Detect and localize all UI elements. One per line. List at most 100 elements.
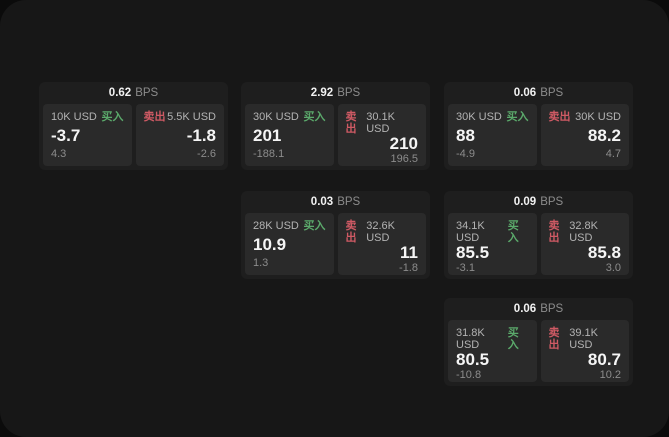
spread-header: 0.06 BPS (444, 82, 633, 104)
sell-amount: 32.6K USD (366, 220, 395, 244)
sell-price: 11 (400, 243, 418, 262)
sell-side-label: 卖出 (548, 111, 571, 123)
spread-unit-label: BPS (135, 87, 159, 99)
quote-panels: 30K USD 买入 88 -4.9 卖出 30K USD 88.2 4.7 (448, 104, 629, 166)
buy-delta: 4.3 (51, 148, 67, 160)
quote-panels: 31.8K USD 买入 80.5 -10.8 卖出 39.1K USD 80.… (448, 320, 629, 382)
buy-price: 80.5 (456, 350, 490, 369)
spread-unit-label: BPS (337, 87, 361, 99)
sell-label-row: 卖出 32.6K USD (346, 220, 419, 244)
sell-amount: 30K USD (575, 111, 621, 123)
spread-value: 0.06 (513, 87, 537, 99)
sell-price: -1.8 (186, 125, 216, 145)
spread-header: 0.06 BPS (444, 298, 633, 320)
buy-panel[interactable]: 30K USD 买入 88 -4.9 (448, 104, 537, 166)
sell-price: 210 (389, 134, 418, 153)
sell-side-label: 卖出 (548, 220, 560, 244)
buy-delta: -10.8 (456, 369, 482, 381)
sell-side-label: 卖出 (345, 111, 357, 135)
sell-label-row: 卖出 39.1K USD (549, 327, 622, 351)
spread-header: 0.03 BPS (241, 191, 430, 213)
sell-amount: 5.5K USD (167, 111, 216, 123)
sell-panel[interactable]: 卖出 32.6K USD 11 -1.8 (337, 213, 426, 275)
buy-price: -3.7 (51, 125, 81, 145)
sell-amount: 30.1K USD (366, 111, 395, 135)
buy-price: 88 (456, 125, 475, 145)
sell-label-row: 卖出 32.8K USD (549, 220, 622, 244)
spread-unit-label: BPS (540, 87, 564, 99)
buy-label-row: 30K USD 买入 (253, 111, 326, 123)
buy-label-row: 34.1K USD 买入 (456, 220, 529, 244)
sell-label-row: 卖出 30.1K USD (346, 111, 419, 135)
sell-panel[interactable]: 卖出 30K USD 88.2 4.7 (540, 104, 629, 166)
sell-delta: -2.6 (197, 148, 216, 160)
quote-panels: 10K USD 买入 -3.7 4.3 卖出 5.5K USD -1.8 -2.… (43, 104, 224, 166)
quote-panels: 28K USD 买入 10.9 1.3 卖出 32.6K USD 11 -1.8 (245, 213, 426, 275)
buy-panel[interactable]: 28K USD 买入 10.9 1.3 (245, 213, 334, 275)
spread-value: 0.03 (310, 196, 334, 208)
buy-side-label: 买入 (507, 220, 519, 244)
buy-price: 85.5 (456, 243, 490, 262)
sell-side-label: 卖出 (143, 111, 166, 123)
quote-card: 2.92 BPS 30K USD 买入 201 -188.1 卖出 30.1K … (241, 82, 430, 170)
buy-label-row: 30K USD 买入 (456, 111, 529, 123)
buy-panel[interactable]: 34.1K USD 买入 85.5 -3.1 (448, 213, 537, 275)
buy-delta: -4.9 (456, 148, 475, 160)
sell-amount: 32.8K USD (569, 220, 598, 244)
spread-value: 0.06 (513, 303, 537, 315)
buy-amount: 28K USD (253, 220, 299, 232)
buy-panel[interactable]: 10K USD 买入 -3.7 4.3 (43, 104, 132, 166)
sell-panel[interactable]: 卖出 30.1K USD 210 196.5 (337, 104, 426, 166)
buy-side-label: 买入 (101, 111, 124, 123)
buy-side-label: 买入 (507, 327, 519, 351)
buy-amount: 34.1K USD (456, 220, 485, 244)
quote-card: 0.06 BPS 31.8K USD 买入 80.5 -10.8 卖出 39.1… (444, 298, 633, 386)
buy-price: 10.9 (253, 234, 287, 254)
buy-amount: 30K USD (456, 111, 502, 123)
quote-card: 0.03 BPS 28K USD 买入 10.9 1.3 卖出 32.6K US… (241, 191, 430, 279)
sell-delta: 196.5 (390, 153, 418, 165)
sell-delta: 3.0 (605, 262, 621, 274)
quote-panels: 30K USD 买入 201 -188.1 卖出 30.1K USD 210 1… (245, 104, 426, 166)
sell-delta: 4.7 (605, 148, 621, 160)
sell-label-row: 卖出 5.5K USD (144, 111, 217, 123)
quote-card: 0.06 BPS 30K USD 买入 88 -4.9 卖出 30K USD 8… (444, 82, 633, 170)
spread-value: 0.09 (513, 196, 537, 208)
sell-side-label: 卖出 (548, 327, 560, 351)
spread-header: 0.62 BPS (39, 82, 228, 104)
buy-panel[interactable]: 30K USD 买入 201 -188.1 (245, 104, 334, 166)
buy-panel[interactable]: 31.8K USD 买入 80.5 -10.8 (448, 320, 537, 382)
sell-price: 88.2 (587, 125, 621, 145)
sell-panel[interactable]: 卖出 5.5K USD -1.8 -2.6 (135, 104, 224, 166)
spread-header: 2.92 BPS (241, 82, 430, 104)
sell-panel[interactable]: 卖出 32.8K USD 85.8 3.0 (540, 213, 629, 275)
spread-unit-label: BPS (337, 196, 361, 208)
spread-value: 2.92 (310, 87, 334, 99)
sell-price: 80.7 (587, 350, 621, 369)
buy-side-label: 买入 (506, 111, 529, 123)
quote-panels: 34.1K USD 买入 85.5 -3.1 卖出 32.8K USD 85.8… (448, 213, 629, 275)
buy-delta: 1.3 (253, 257, 269, 269)
spread-header: 0.09 BPS (444, 191, 633, 213)
buy-amount: 30K USD (253, 111, 299, 123)
quote-card: 0.62 BPS 10K USD 买入 -3.7 4.3 卖出 5.5K USD… (39, 82, 228, 170)
spread-value: 0.62 (108, 87, 132, 99)
buy-side-label: 买入 (303, 220, 326, 232)
buy-label-row: 31.8K USD 买入 (456, 327, 529, 351)
buy-amount: 31.8K USD (456, 327, 485, 351)
buy-label-row: 28K USD 买入 (253, 220, 326, 232)
buy-amount: 10K USD (51, 111, 97, 123)
sell-panel[interactable]: 卖出 39.1K USD 80.7 10.2 (540, 320, 629, 382)
quote-card: 0.09 BPS 34.1K USD 买入 85.5 -3.1 卖出 32.8K… (444, 191, 633, 279)
buy-delta: -188.1 (253, 148, 285, 160)
sell-side-label: 卖出 (345, 220, 357, 244)
spread-unit-label: BPS (540, 196, 564, 208)
sell-delta: -1.8 (399, 262, 418, 274)
buy-price: 201 (253, 125, 282, 145)
sell-price: 85.8 (587, 243, 621, 262)
sell-amount: 39.1K USD (569, 327, 598, 351)
sell-delta: 10.2 (599, 369, 621, 381)
buy-label-row: 10K USD 买入 (51, 111, 124, 123)
sell-label-row: 卖出 30K USD (549, 111, 622, 123)
